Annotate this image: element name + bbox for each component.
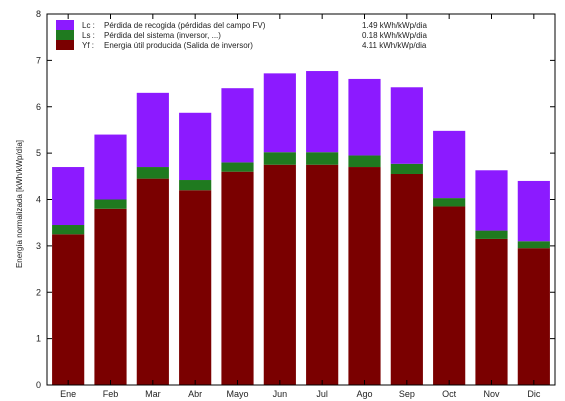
bar-ls-abr (179, 180, 212, 191)
bar-ls-oct (433, 198, 466, 207)
x-axis-ticks: Ene Feb Mar Abr Mayo Jun Jul Ago Sep Oct Nov Dic (60, 14, 541, 399)
legend-swatch-yf (56, 40, 74, 50)
bar-ls-feb (94, 199, 127, 209)
legend-value-lc: 1.49 kWh/kWp/dia (362, 21, 427, 30)
bar-yf-oct (433, 206, 466, 385)
bar-yf-jun (263, 164, 296, 385)
bar-yf-dic (517, 248, 550, 385)
bar-yf-ene (52, 234, 85, 385)
bar-ls-ago (348, 155, 381, 168)
bar-ls-jul (306, 152, 339, 165)
chart-legend: Lc : Pérdida de recogida (pérdidas del ca… (56, 20, 427, 50)
bar-lc-jul (306, 71, 339, 153)
bar-yf-jul (306, 164, 339, 385)
bar-lc-sep (390, 87, 423, 164)
plot-frame (46, 13, 556, 386)
x-tick-label-sep: Sep (399, 389, 415, 399)
bar-ls-ene (52, 225, 85, 235)
bar-lc-ene (52, 167, 85, 226)
bar-lc-abr (179, 112, 212, 181)
bar-yf-ago (348, 167, 381, 385)
legend-code-ls: Ls : (82, 31, 95, 40)
x-tick-label-mar: Mar (145, 389, 161, 399)
x-tick-label-jul: Jul (316, 389, 328, 399)
bar-ls-mar (136, 167, 169, 179)
bar-lc-feb (94, 134, 127, 200)
x-tick-label-nov: Nov (483, 389, 500, 399)
y-tick-label-0: 0 (36, 380, 41, 390)
y-tick-label-4: 4 (36, 195, 41, 205)
bar-lc-mayo (221, 88, 254, 163)
bar-yf-mayo (221, 171, 254, 385)
x-tick-label-ago: Ago (356, 389, 372, 399)
bar-lc-jun (263, 73, 296, 153)
y-tick-label-3: 3 (36, 241, 41, 251)
bar-lc-nov (475, 170, 508, 231)
y-tick-label-1: 1 (36, 334, 41, 344)
bar-lc-dic (517, 180, 550, 242)
legend-swatch-ls (56, 30, 74, 40)
x-tick-label-dic: Dic (527, 389, 540, 399)
stacked-bars (52, 71, 550, 385)
x-tick-label-mayo: Mayo (226, 389, 248, 399)
y-tick-label-7: 7 (36, 55, 41, 65)
bar-yf-abr (179, 190, 212, 385)
legend-label-lc: Pérdida de recogida (pérdidas del campo … (104, 21, 266, 30)
legend-value-yf: 4.11 kWh/kWp/dia (362, 41, 427, 50)
y-tick-label-8: 8 (36, 9, 41, 19)
bar-ls-mayo (221, 162, 254, 172)
legend-swatch-lc (56, 20, 74, 30)
y-tick-label-2: 2 (36, 287, 41, 297)
bar-ls-jun (263, 152, 296, 165)
bar-ls-nov (475, 230, 508, 239)
bar-yf-sep (390, 173, 423, 385)
x-tick-label-jun: Jun (273, 389, 288, 399)
legend-label-ls: Pérdida del sistema (inversor, ...) (104, 31, 221, 40)
bar-yf-nov (475, 238, 508, 385)
bar-yf-mar (136, 178, 169, 385)
bar-lc-ago (348, 78, 381, 156)
x-tick-label-oct: Oct (442, 389, 457, 399)
x-tick-label-ene: Ene (60, 389, 76, 399)
legend-code-lc: Lc : (82, 21, 95, 30)
legend-label-yf: Energia útil producida (Salida de invers… (104, 41, 253, 50)
bar-yf-feb (94, 208, 127, 385)
legend-value-ls: 0.18 kWh/kWp/dia (362, 31, 427, 40)
x-tick-label-abr: Abr (188, 389, 202, 399)
bar-lc-mar (136, 92, 169, 168)
y-tick-label-6: 6 (36, 102, 41, 112)
x-tick-label-feb: Feb (103, 389, 119, 399)
bar-ls-dic (517, 241, 550, 249)
bar-lc-oct (433, 130, 466, 199)
bar-ls-sep (390, 163, 423, 174)
y-axis-title: Energía normalizada [kWh/kWp/día] (15, 140, 24, 268)
y-tick-label-5: 5 (36, 148, 41, 158)
legend-code-yf: Yf : (82, 41, 94, 50)
